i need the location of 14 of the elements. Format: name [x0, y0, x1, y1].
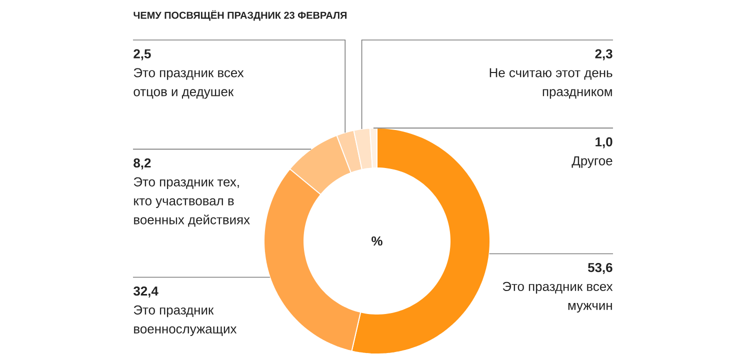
- slice-label: Это праздник всех отцов и дедушек: [134, 68, 244, 99]
- data-label: 32,4: [134, 286, 158, 298]
- data-label: 2,5: [134, 49, 151, 60]
- data-label: 53,6: [588, 262, 612, 274]
- text: %: [372, 236, 382, 246]
- data-label: 2,3: [595, 49, 612, 60]
- data-label: 1,0: [596, 137, 612, 148]
- slice-label: Это праздник военнослужащих: [134, 305, 237, 336]
- data-label: 8,2: [134, 158, 151, 170]
- chart-title: ЧЕМУ ПОСВЯЩЁН ПРАЗДНИК 23 ФЕВРАЛЯ: [134, 10, 347, 21]
- slice-label: Это праздник тех, кто участвовал в военных действиях: [134, 177, 250, 227]
- slice-label: Это праздник всех мужчин: [502, 282, 613, 313]
- slice-label: Другое: [572, 156, 612, 168]
- slice-label: Не считаю этот день праздником: [490, 68, 612, 99]
